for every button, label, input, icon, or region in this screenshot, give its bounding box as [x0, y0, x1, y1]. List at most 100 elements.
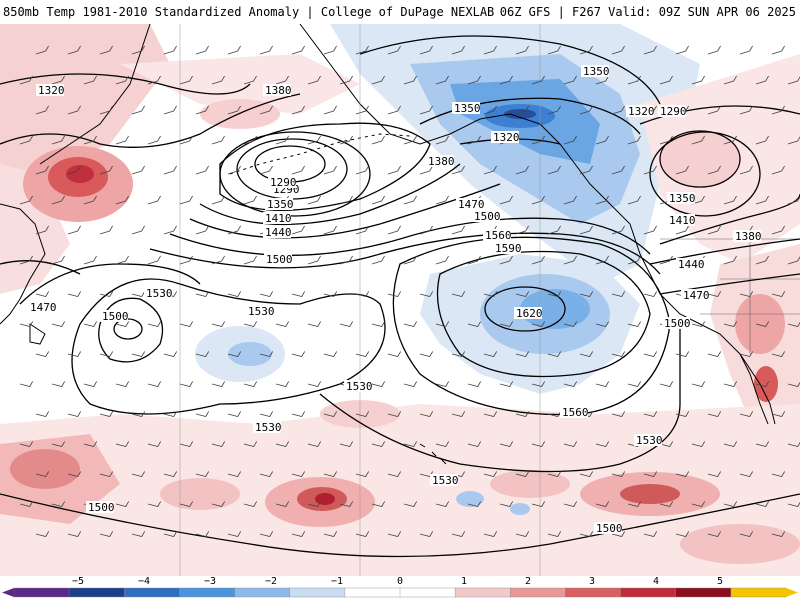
wind-barb	[547, 531, 562, 537]
contour-1440	[649, 238, 800, 265]
contour-1350	[0, 93, 301, 148]
wind-barb	[211, 321, 226, 327]
contour-label: 1440	[265, 226, 292, 239]
wind-barb	[323, 471, 338, 477]
negative-anomaly-area	[228, 342, 272, 366]
wind-barb	[211, 195, 225, 205]
wind-barb	[579, 291, 594, 297]
wind-barb	[355, 165, 369, 175]
wind-barb	[563, 195, 577, 205]
wind-barb	[435, 255, 449, 265]
contour-1560	[392, 236, 671, 416]
wind-barb	[579, 105, 593, 115]
wind-barb	[147, 195, 161, 205]
wind-barb	[179, 381, 194, 387]
colorbar-swatch	[399, 587, 456, 598]
wind-barb	[659, 135, 673, 145]
contour-1500	[149, 232, 661, 275]
contour-1440	[189, 183, 501, 239]
wind-barb	[595, 255, 609, 265]
wind-barb	[771, 45, 785, 55]
wind-barb	[643, 225, 657, 235]
wind-barb	[611, 165, 625, 175]
wind-barb	[275, 135, 289, 145]
wind-barb	[291, 225, 305, 235]
contour-label: 1470	[683, 289, 710, 302]
wind-barb	[771, 105, 785, 115]
wind-barb	[291, 291, 306, 297]
contour-label: 1530	[255, 421, 282, 434]
wind-barb	[307, 441, 322, 447]
wind-barb	[259, 531, 274, 537]
wind-barb	[419, 351, 434, 357]
positive-anomaly-core	[620, 484, 680, 504]
wind-barb	[707, 105, 721, 115]
label-background	[264, 253, 292, 265]
wind-barb	[259, 291, 274, 297]
wind-barb	[323, 291, 338, 297]
anomaly-map[interactable]: 1320 1380 1350 1290 1350 1320 1290 1350 …	[0, 24, 800, 576]
wind-barb	[163, 225, 177, 235]
wind-barb	[83, 381, 98, 387]
wind-barb	[755, 195, 769, 205]
wind-barb	[755, 75, 769, 85]
wind-barb	[755, 381, 770, 387]
wind-barb	[691, 195, 705, 205]
contour-1320	[649, 131, 761, 217]
wind-barb	[243, 75, 257, 85]
wind-barb	[179, 255, 193, 265]
label-background	[560, 406, 588, 418]
wind-barb	[291, 471, 306, 477]
wind-barb	[195, 411, 210, 417]
wind-barb	[563, 501, 578, 507]
wind-barb	[355, 411, 370, 417]
wind-barb	[163, 351, 178, 357]
colorbar-min-arrow	[2, 588, 14, 597]
colorbar-swatch	[234, 587, 291, 598]
wind-barb	[547, 225, 561, 235]
wind-barb	[339, 135, 353, 145]
colorbar-tick-label: −5	[72, 576, 84, 587]
wind-barb	[675, 531, 690, 537]
coastlines	[0, 24, 800, 576]
wind-barb	[627, 255, 641, 265]
wind-barb	[51, 321, 66, 327]
wind-barb	[99, 351, 114, 357]
colorbar-swatch	[454, 587, 511, 598]
wind-barb	[371, 255, 385, 265]
contour-label: 1410	[265, 212, 292, 225]
wind-barb	[131, 165, 145, 175]
wind-barb	[739, 471, 754, 477]
wind-barb	[403, 321, 418, 327]
contour-1470	[19, 263, 201, 305]
wind-barb	[515, 165, 529, 175]
wind-barb	[627, 75, 641, 85]
wind-barb	[51, 501, 66, 507]
colorbar-tick-label: −2	[265, 576, 277, 587]
wind-barb	[579, 471, 594, 477]
wind-barb	[275, 321, 290, 327]
colorbar-swatch	[675, 587, 732, 598]
wind-barb	[515, 411, 530, 417]
wind-barb	[195, 531, 210, 537]
wind-barb	[115, 321, 130, 327]
label-background	[36, 84, 64, 96]
wind-barb	[323, 165, 337, 175]
wind-barb	[115, 255, 129, 265]
positive-anomaly-area	[160, 478, 240, 510]
contour-label: 1500	[266, 253, 293, 266]
wind-barb	[179, 501, 194, 507]
wind-barb	[131, 471, 146, 477]
wind-barb	[387, 471, 402, 477]
wind-barb	[483, 411, 498, 417]
wind-barb	[179, 441, 194, 447]
wind-barb	[291, 45, 305, 55]
wind-barb	[691, 135, 705, 145]
wind-barb	[643, 411, 658, 417]
negative-anomaly-area	[456, 491, 484, 507]
wind-barb	[739, 165, 753, 175]
contour-label: 1530	[636, 434, 663, 447]
contour-label: 1290	[270, 176, 297, 189]
wind-barb	[531, 195, 545, 205]
label-background	[491, 131, 519, 143]
